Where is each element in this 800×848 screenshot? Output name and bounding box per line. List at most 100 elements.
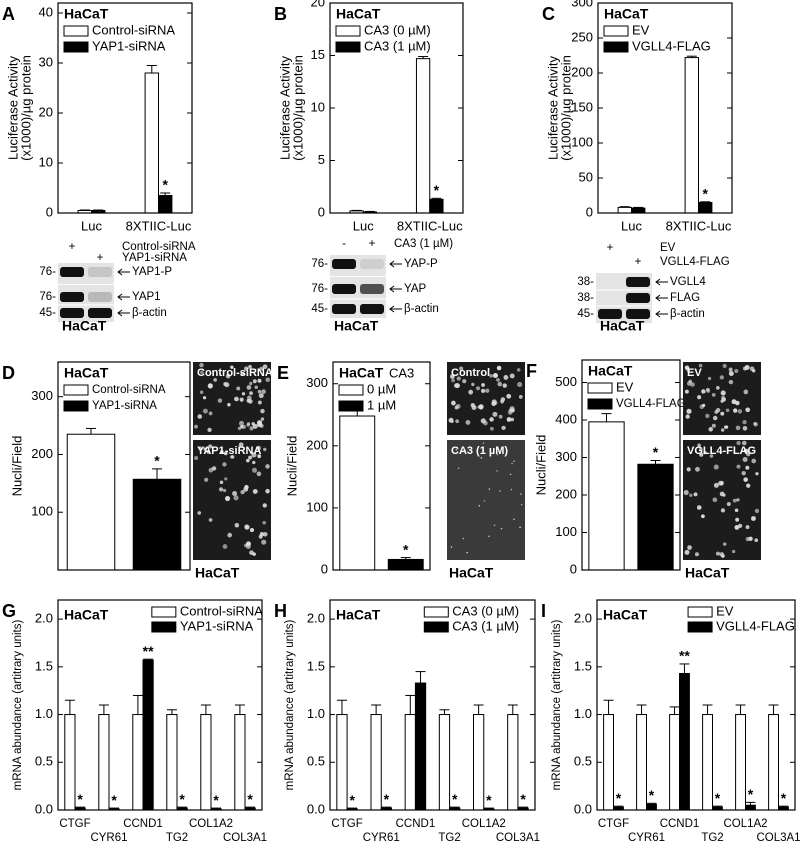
nucleus — [701, 389, 706, 394]
nucleus — [459, 366, 464, 371]
x-tick-label: 8XTIIC-Luc — [397, 218, 463, 233]
nucleus — [732, 498, 737, 503]
significance: * — [403, 541, 409, 557]
nucleus — [701, 514, 705, 519]
error-bar — [177, 806, 188, 809]
nucleus — [706, 389, 711, 393]
significance: * — [702, 186, 708, 202]
nucleus — [716, 386, 720, 390]
bar — [588, 421, 625, 571]
plot-frame — [597, 2, 733, 214]
y-tick-label: 100 — [31, 504, 53, 519]
nucleus — [252, 379, 257, 384]
y-tick-label: 10 — [39, 154, 53, 169]
nucleus — [207, 383, 213, 389]
bar — [370, 714, 382, 811]
nucleus — [703, 450, 707, 455]
bar — [144, 72, 160, 214]
nucleus — [203, 447, 207, 451]
micrograph-label: Control-siRNA — [197, 367, 273, 379]
chart-title: HaCaT — [64, 365, 109, 381]
legend-swatch — [151, 621, 177, 633]
legend-label: EV — [616, 379, 634, 394]
y-tick-label: 200 — [31, 446, 53, 461]
x-tick-label: TG2 — [438, 832, 460, 844]
nucleus — [697, 443, 701, 448]
error-bar — [364, 210, 375, 212]
nucleus — [233, 495, 239, 501]
legend-label: Control-siRNA — [92, 384, 166, 396]
nucleus — [709, 454, 714, 458]
arrow — [117, 309, 130, 317]
nucleus — [259, 366, 264, 371]
bar — [98, 714, 110, 811]
nucleus — [741, 440, 747, 446]
nucleus — [705, 413, 710, 419]
y-tick-label: 0.0 — [307, 801, 325, 816]
error-bar — [143, 658, 154, 661]
nucleus — [701, 403, 706, 407]
error-bar — [336, 699, 347, 715]
legend-swatch — [338, 384, 364, 396]
nucleus — [743, 477, 748, 482]
legend-swatch — [63, 41, 89, 53]
panel-letter: A — [2, 4, 15, 24]
legend-label: 0 µM — [367, 381, 396, 396]
nucleus — [720, 390, 726, 396]
nucleus — [222, 488, 227, 493]
nucleus — [510, 417, 515, 422]
nucleus — [509, 473, 512, 476]
nucleus — [719, 375, 724, 380]
error-bar — [109, 807, 120, 810]
significance: * — [715, 790, 721, 806]
y-axis-label: Luciferase Activity — [277, 55, 292, 160]
error-bar — [473, 704, 484, 715]
legend-swatch — [603, 41, 629, 53]
nucleus — [252, 488, 258, 494]
nucleus — [489, 417, 494, 422]
legend-swatch — [687, 606, 713, 618]
nucleus — [222, 544, 228, 549]
bar — [684, 57, 699, 214]
blot-band — [88, 292, 112, 302]
nucleus — [244, 485, 249, 490]
blot-band — [88, 308, 112, 318]
chart-title: HaCaT — [603, 607, 648, 623]
y-tick-label: 0 — [586, 204, 593, 219]
nucleus — [499, 490, 501, 492]
nucleus — [249, 391, 253, 395]
legend-swatch — [335, 25, 361, 37]
blot-band — [60, 267, 84, 277]
nucleus — [713, 464, 719, 470]
y-tick-label: 500 — [555, 374, 577, 389]
error-bar — [152, 468, 162, 480]
x-tick-label: CCND1 — [123, 818, 163, 830]
plot-frame — [57, 361, 191, 571]
nucleus — [246, 385, 252, 390]
y-tick-label: 1.5 — [574, 658, 592, 673]
nucleus — [492, 411, 498, 417]
error-bar — [619, 206, 630, 208]
mw-marker: 45- — [311, 303, 328, 315]
mw-marker: 38- — [577, 276, 594, 288]
error-bar — [245, 806, 256, 809]
nucleus — [506, 393, 512, 399]
significance: ** — [143, 643, 154, 659]
legend-label: CA3 (1 µM) — [452, 618, 519, 633]
nucleus — [198, 446, 202, 450]
error-bar — [518, 806, 529, 809]
chart-title: HaCaT — [588, 363, 633, 379]
nucleus — [471, 405, 477, 410]
nucleus — [239, 397, 244, 402]
nucleus — [477, 405, 481, 409]
nucleus — [513, 460, 515, 462]
nucleus — [262, 364, 268, 370]
band-label: VGLL4 — [670, 276, 706, 288]
mw-marker: 38- — [577, 292, 594, 304]
y-tick-label: 100 — [571, 134, 593, 149]
nucleus — [260, 417, 265, 421]
nucleus — [202, 408, 208, 414]
nucleus — [213, 378, 217, 382]
legend-swatch — [423, 606, 449, 618]
